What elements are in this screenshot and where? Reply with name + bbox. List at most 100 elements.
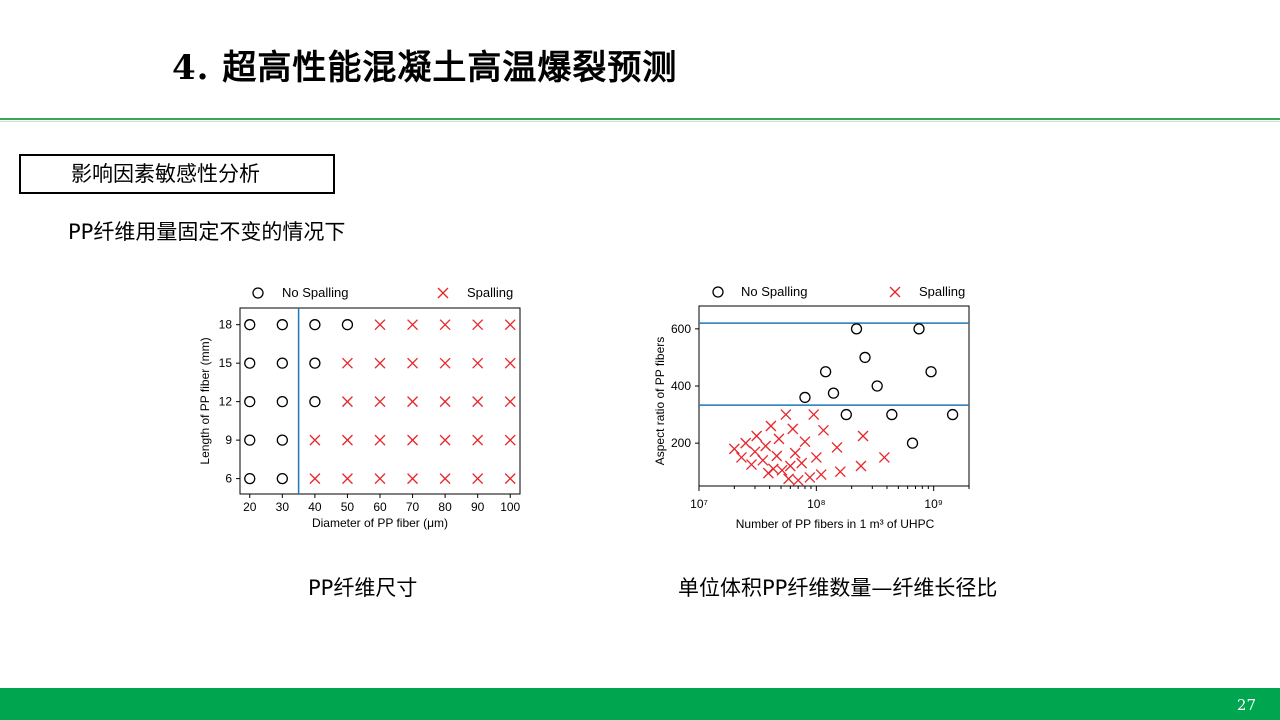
spalling-point [341, 396, 353, 408]
y-tick-label: 18 [219, 318, 233, 332]
spalling-point [810, 451, 822, 463]
spalling-point [789, 447, 801, 459]
spalling-point [309, 473, 321, 485]
spalling-point [740, 437, 752, 449]
spalling-point [765, 420, 777, 432]
spalling-point [439, 319, 451, 331]
spalling-point [439, 434, 451, 446]
spalling-point [341, 357, 353, 369]
no-spalling-point [244, 472, 256, 485]
spalling-point [746, 459, 757, 471]
title-divider-shadow [0, 121, 1280, 122]
x-tick-label: 100 [500, 500, 520, 514]
spalling-point [309, 434, 321, 446]
spalling-point [439, 396, 451, 408]
spalling-point [815, 469, 827, 481]
spalling-point [771, 450, 783, 462]
no-spalling-point [309, 395, 321, 408]
spalling-point [767, 463, 779, 475]
section-label: 影响因素敏感性分析 [71, 162, 260, 186]
spalling-point [799, 436, 811, 448]
spalling-point [504, 396, 516, 408]
spalling-point [374, 473, 386, 485]
spalling-point [504, 473, 516, 485]
no-spalling-point [276, 357, 288, 369]
spalling-point [760, 440, 772, 452]
spalling-point [834, 466, 846, 478]
spalling-point [439, 357, 451, 369]
no-spalling-point [925, 366, 937, 378]
spalling-point [796, 457, 808, 469]
left-chart-caption: PP纤维尺寸 [308, 576, 418, 600]
no-spalling-point [244, 357, 256, 369]
spalling-point [773, 433, 785, 445]
no-spalling-point [946, 408, 959, 421]
no-spalling-point [244, 319, 256, 331]
spalling-point [374, 319, 386, 331]
spalling-point [407, 434, 419, 446]
spalling-point [407, 357, 419, 369]
spalling-point [374, 357, 386, 369]
no-spalling-point [244, 434, 256, 446]
spalling-point [341, 473, 353, 485]
spalling-point [783, 473, 795, 485]
spalling-point [831, 441, 843, 453]
spalling-point [341, 434, 353, 446]
spalling-point [776, 464, 788, 476]
y-axis-label: Aspect ratio of PP fibers [653, 337, 667, 466]
legend-no-spalling-label: No Spalling [282, 285, 349, 300]
legend-cross-marker [437, 287, 449, 299]
spalling-point [472, 396, 484, 408]
spalling-point [855, 460, 867, 472]
spalling-point [780, 409, 792, 421]
spalling-point [407, 473, 419, 485]
x-axis-label: Diameter of PP fiber (μm) [312, 516, 448, 530]
x-tick-label: 70 [406, 500, 420, 514]
no-spalling-point [309, 319, 321, 331]
spalling-point [728, 443, 740, 455]
no-spalling-point [840, 408, 852, 421]
no-spalling-point [871, 380, 883, 392]
y-tick-label: 400 [671, 379, 691, 393]
spalling-point [472, 473, 484, 485]
x-tick-label: 20 [243, 500, 257, 514]
legend-circle-marker [712, 286, 724, 298]
spalling-point [787, 423, 799, 435]
no-spalling-point [913, 323, 925, 335]
x-tick-label: 60 [373, 500, 387, 514]
section-label-box: 影响因素敏感性分析 [19, 154, 335, 194]
y-tick-label: 200 [671, 436, 691, 450]
no-spalling-point [309, 357, 321, 369]
no-spalling-point [799, 391, 811, 404]
spalling-point [792, 474, 804, 486]
spalling-point [808, 409, 820, 421]
condition-subtitle: PP纤维用量固定不变的情况下 [68, 220, 346, 244]
y-tick-label: 9 [225, 433, 232, 447]
x-tick-label: 10⁷ [690, 497, 708, 511]
plot-frame [698, 305, 970, 487]
spalling-point [504, 357, 516, 369]
x-tick-label: 40 [308, 500, 322, 514]
legend-no-spalling-label: No Spalling [741, 284, 808, 299]
spalling-point [757, 454, 769, 466]
spalling-point [472, 357, 484, 369]
no-spalling-point [819, 366, 832, 378]
x-tick-label: 50 [341, 500, 355, 514]
spalling-point [472, 319, 484, 331]
y-tick-label: 6 [225, 472, 232, 486]
y-tick-label: 12 [219, 395, 233, 409]
legend-circle-marker [252, 287, 264, 299]
spalling-point [439, 473, 451, 485]
no-spalling-point [850, 323, 863, 335]
spalling-point [804, 471, 816, 483]
spalling-point [504, 434, 516, 446]
x-axis-label: Number of PP fibers in 1 m³ of UHPC [736, 517, 935, 531]
spalling-point [857, 430, 869, 442]
no-spalling-point [859, 351, 871, 364]
spalling-point [407, 396, 419, 408]
no-spalling-point [276, 319, 288, 331]
y-axis-label: Length of PP fiber (mm) [198, 337, 212, 464]
no-spalling-point [244, 395, 256, 408]
spalling-point [751, 430, 763, 442]
